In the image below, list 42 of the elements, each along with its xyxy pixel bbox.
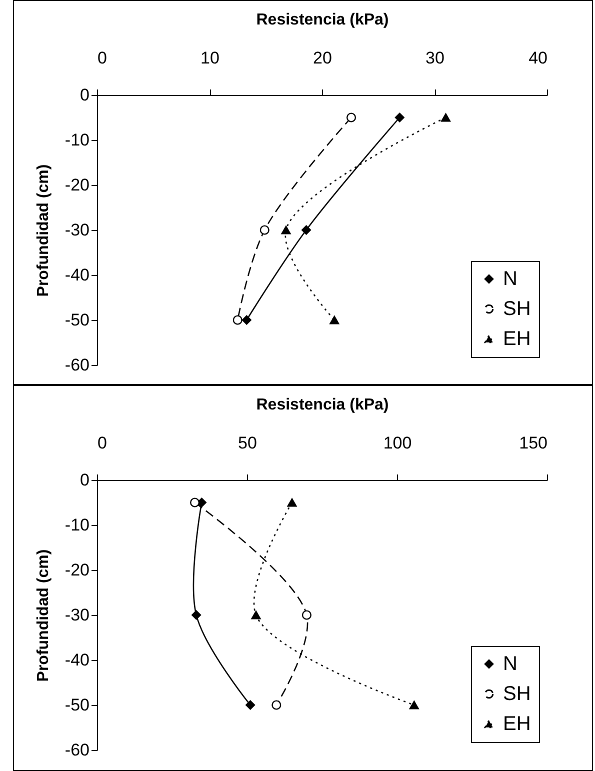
point xyxy=(232,315,242,325)
x-tick-label: 0 xyxy=(98,48,107,68)
y-tick-label: -30 xyxy=(64,606,90,624)
y-tick-label: -10 xyxy=(64,516,90,534)
x-tick-label: 100 xyxy=(383,434,412,452)
legend-label: EH xyxy=(503,713,531,735)
x-tick-label: 20 xyxy=(313,48,332,68)
legend-label: N xyxy=(503,653,518,675)
x-tick-label: 50 xyxy=(238,434,257,452)
y-axis-title: Profundidad (cm) xyxy=(34,164,52,297)
x-tick-label: 0 xyxy=(98,434,107,452)
x-tick-label: 10 xyxy=(200,48,220,68)
y-tick-label: -60 xyxy=(64,740,90,760)
point xyxy=(346,112,356,122)
point xyxy=(260,225,270,235)
legend-label: EH xyxy=(503,328,531,350)
y-tick-label: 0 xyxy=(80,86,90,104)
legend-label: SH xyxy=(503,683,531,705)
y-tick-label: -10 xyxy=(64,130,90,150)
y-tick-label: -60 xyxy=(64,356,90,374)
legend-label: SH xyxy=(503,298,531,320)
y-tick-label: -20 xyxy=(64,560,90,580)
y-tick-label: -40 xyxy=(64,650,90,670)
legend-label: N xyxy=(503,268,518,290)
y-tick-label: -30 xyxy=(64,220,90,240)
y-tick-label: -50 xyxy=(64,310,90,330)
point xyxy=(440,113,451,122)
x-axis-title: Resistencia (kPa) xyxy=(256,396,389,414)
y-tick-label: -40 xyxy=(64,266,90,284)
x-tick-label: 40 xyxy=(528,48,548,68)
point xyxy=(330,316,340,324)
x-tick-label: 150 xyxy=(519,434,548,452)
point xyxy=(394,112,404,122)
y-axis-title: Profundidad (cm) xyxy=(34,549,52,682)
y-tick-label: 0 xyxy=(80,470,90,490)
x-axis-title: Resistencia (kPa) xyxy=(256,12,389,28)
x-tick-label: 30 xyxy=(426,48,444,68)
y-tick-label: -50 xyxy=(64,696,90,714)
point xyxy=(301,225,312,235)
point xyxy=(281,226,291,234)
point xyxy=(242,315,252,325)
y-tick-label: -20 xyxy=(64,176,90,194)
